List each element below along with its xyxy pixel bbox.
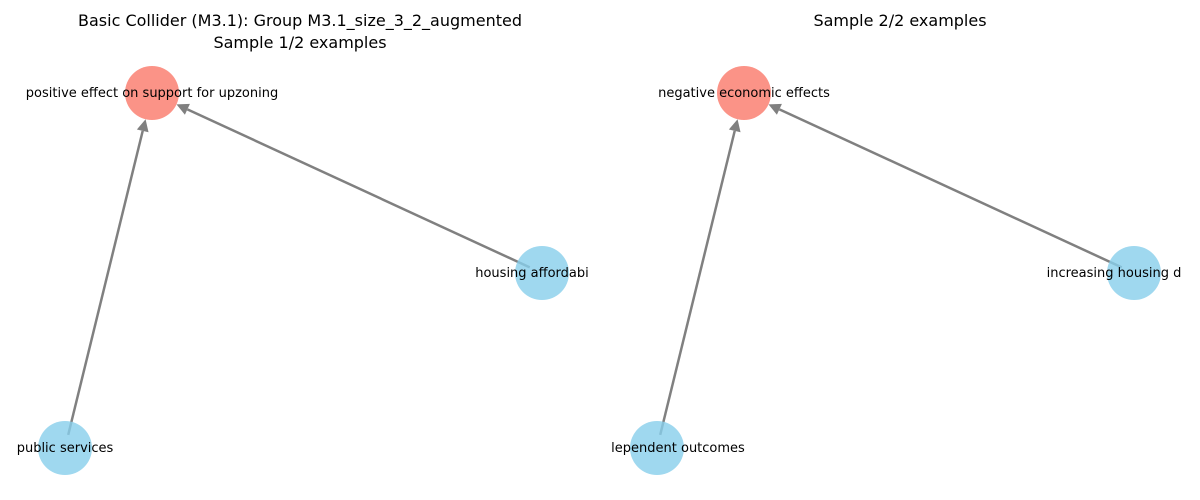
edge-line xyxy=(66,130,144,436)
edge-arrowhead xyxy=(728,119,741,133)
node-cause-bottom-label: public services xyxy=(17,441,114,456)
node-cause-right: housing affordabi xyxy=(475,246,589,300)
edge-arrowhead xyxy=(176,103,190,115)
node-cause-right-label: increasing housing d xyxy=(1047,266,1182,281)
node-effect-label: positive effect on support for upzoning xyxy=(26,86,278,101)
panel-title: Sample 2/2 examples xyxy=(600,10,1200,32)
panel-title: Basic Collider (M3.1): Group M3.1_size_3… xyxy=(0,10,600,54)
edge-arrowhead xyxy=(768,103,782,115)
node-effect: negative economic effects xyxy=(658,66,830,120)
node-effect: positive effect on support for upzoning xyxy=(26,66,278,120)
collider-panel-2: Sample 2/2 examples negative economic ef… xyxy=(600,0,1200,500)
edge-line xyxy=(778,108,1123,269)
node-effect-label: negative economic effects xyxy=(658,86,830,101)
graph-canvas: positive effect on support for upzoning … xyxy=(17,66,589,475)
edge-line xyxy=(186,108,531,269)
collider-panel-1: Basic Collider (M3.1): Group M3.1_size_3… xyxy=(0,10,600,475)
edge-line xyxy=(658,130,736,436)
panel-title-line-1: Basic Collider (M3.1): Group M3.1_size_3… xyxy=(78,11,522,30)
graph-canvas: negative economic effects increasing hou… xyxy=(611,66,1182,475)
panel-subtitle: Sample 2/2 examples xyxy=(813,11,987,30)
node-cause-bottom-label: lependent outcomes xyxy=(611,441,745,456)
panel-subtitle: Sample 1/2 examples xyxy=(213,33,387,52)
node-cause-right-label: housing affordabi xyxy=(475,266,589,281)
edge-arrowhead xyxy=(136,119,149,133)
node-cause-right: increasing housing d xyxy=(1047,246,1182,300)
node-cause-bottom: lependent outcomes xyxy=(611,421,745,475)
node-cause-bottom: public services xyxy=(17,421,114,475)
